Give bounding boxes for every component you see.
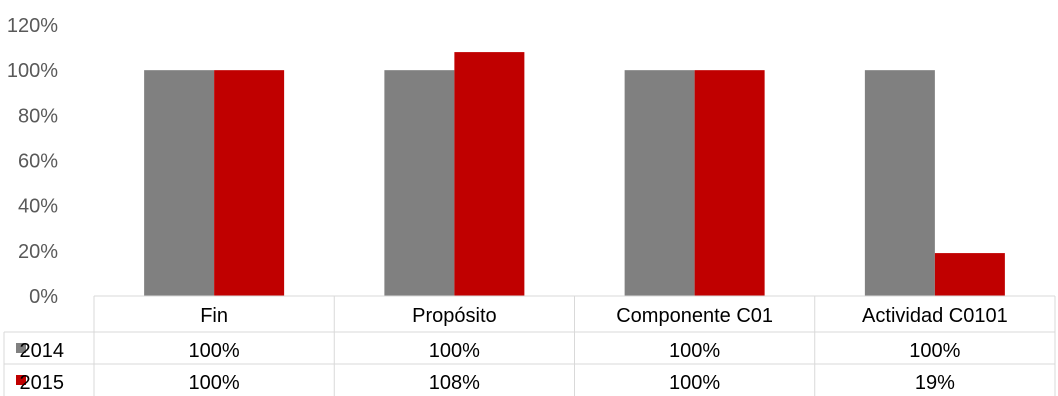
data-table-value: 100% xyxy=(669,340,720,362)
bar-2014-1 xyxy=(384,70,455,297)
y-tick-label: 40% xyxy=(18,196,58,218)
y-tick-label: 100% xyxy=(7,60,58,82)
y-tick-label: 80% xyxy=(18,105,58,127)
legend-label: 2014 xyxy=(20,340,65,362)
data-table-value: 108% xyxy=(429,372,480,394)
bar-2014-2 xyxy=(624,70,695,297)
y-tick-label: 20% xyxy=(18,241,58,263)
bar-2015-0 xyxy=(214,70,285,297)
data-table-value: 100% xyxy=(189,340,240,362)
data-table-value: 100% xyxy=(189,372,240,394)
bar-2014-3 xyxy=(864,70,935,297)
data-table-value: 100% xyxy=(909,340,960,362)
data-table-value: 19% xyxy=(915,372,955,394)
bar-2015-1 xyxy=(454,52,525,296)
bar-2015-3 xyxy=(934,253,1005,296)
data-table-value: 100% xyxy=(429,340,480,362)
category-label: Actividad C0101 xyxy=(862,305,1008,327)
y-tick-label: 0% xyxy=(29,286,58,308)
bar-2014-0 xyxy=(144,70,215,297)
legend-key-2015 xyxy=(16,375,26,385)
data-table-value: 100% xyxy=(669,372,720,394)
bar-2015-2 xyxy=(694,70,765,297)
y-tick-label: 60% xyxy=(18,151,58,173)
legend-label: 2015 xyxy=(20,372,65,394)
category-label: Componente C01 xyxy=(616,305,773,327)
y-tick-label: 120% xyxy=(7,15,58,37)
category-label: Fin xyxy=(200,305,228,327)
legend-key-2014 xyxy=(16,343,26,353)
category-label: Propósito xyxy=(412,305,497,327)
